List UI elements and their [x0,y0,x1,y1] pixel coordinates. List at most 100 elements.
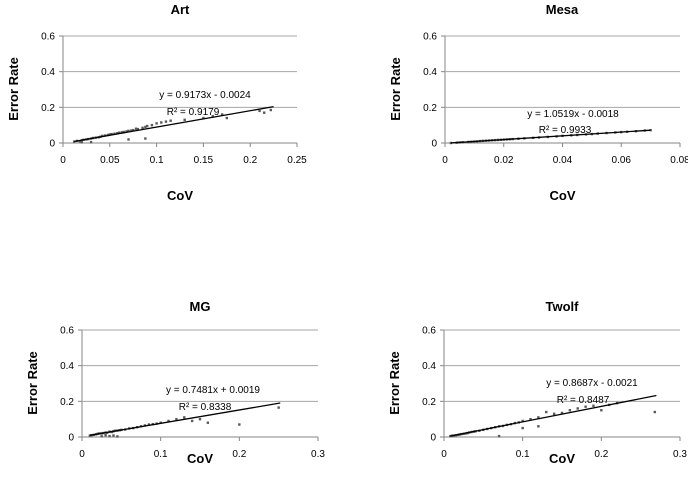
x-tick-label: 0.06 [612,155,632,166]
data-point [521,426,524,430]
data-point [206,421,210,424]
data-point [568,409,572,412]
data-point [130,129,133,132]
data-point [116,131,119,135]
data-point [132,128,135,132]
trendline [89,402,281,436]
chart-panel-mesa: 0 0.2 0.4 0.6 0 0.02 0.04 0.06 0.08 Mesa CoV Error … [388,2,688,203]
data-point [146,124,149,128]
data-point [238,423,241,426]
x-tick-label: 0.08 [670,155,688,166]
data-point [576,407,579,410]
trendline-equation: y = 1.0519x - 0.0018 [527,109,619,120]
data-point [113,132,116,135]
data-point [449,141,453,145]
y-tick-label: 0.6 [422,326,436,337]
y-axis-label: Error Rate [388,57,403,121]
x-tick-label: 0 [441,449,447,460]
y-tick-label: 0 [68,433,74,444]
data-point [147,423,151,426]
trendline [450,394,657,437]
data-point [108,133,111,136]
chart-title: MG [190,299,211,314]
trendline [450,129,651,144]
x-tick-label: 0.04 [553,155,573,166]
data-point [211,115,214,118]
r-squared-label: R² = 0.8338 [179,402,232,413]
data-point [104,434,107,437]
trendline [74,105,274,143]
data-point [225,116,228,120]
x-tick-label: 0.1 [154,449,168,460]
data-point [190,419,194,423]
data-point [183,118,186,122]
data-point [552,412,556,416]
data-point [120,131,124,134]
x-tick-label: 0.2 [232,449,246,460]
chart-panel-art: 0 0.2 0.4 0.6 0 0.05 0.1 0.15 0.2 0.25 Art CoV Error… [6,2,307,203]
y-tick-label: 0.6 [60,326,74,337]
chart-title: Mesa [546,2,579,17]
data-point [134,127,138,130]
data-point [277,406,280,409]
data-point [521,419,524,423]
y-axis-label: Error Rate [25,351,40,415]
data-point [144,125,147,129]
x-axis-label: CoV [167,188,193,203]
y-tick-label: 0.4 [422,361,436,372]
data-point [592,404,595,407]
data-point [150,123,154,127]
data-point [537,425,540,428]
data-point [160,121,163,124]
y-axis-label: Error Rate [6,57,21,121]
data-point [89,140,93,144]
x-tick-label: 0.05 [100,155,120,166]
y-tick-label: 0.2 [60,397,74,408]
x-tick-label: 0 [442,155,448,166]
data-point [116,435,119,438]
y-tick-label: 0 [49,139,55,150]
y-tick-label: 0.2 [41,103,55,114]
x-axis-label: CoV [549,451,575,466]
data-point [80,141,83,144]
chart-panel-mg: 0 0.2 0.4 0.6 0 0.1 0.2 0.3 MG CoV Error Rate y = 0… [25,299,325,466]
x-axis-label: CoV [550,188,576,203]
data-point [529,417,532,421]
data-point [78,140,82,143]
data-point [136,127,140,131]
data-point [545,410,548,414]
x-tick-label: 0.3 [673,449,687,460]
data-point [175,417,178,421]
data-point [560,411,564,415]
trendline-equation: y = 0.7481x + 0.0019 [166,385,260,396]
x-tick-label: 0.02 [494,155,514,166]
data-point [110,132,113,136]
r-squared-label: R² = 0.8487 [557,395,610,406]
data-point [108,434,111,438]
y-tick-label: 0.6 [423,32,437,43]
y-tick-label: 0.2 [422,397,436,408]
data-point [183,416,186,419]
data-point [537,416,540,419]
data-point [169,119,172,122]
x-tick-label: 0.15 [194,155,214,166]
trendline-equation: y = 0.9173x - 0.0024 [159,90,251,101]
y-tick-label: 0.4 [60,361,74,372]
y-axis-label: Error Rate [387,351,402,415]
data-point [141,126,144,130]
data-point [258,109,261,113]
data-point [73,140,76,143]
x-tick-label: 0.2 [243,155,257,166]
chart-title: Twolf [546,299,580,314]
data-point [653,410,657,414]
data-point [497,434,501,438]
data-point [127,129,130,133]
data-point [198,417,202,421]
y-tick-label: 0 [430,433,436,444]
chart-panel-twolf: 0 0.2 0.4 0.6 0 0.1 0.2 0.3 Twolf CoV Error Rate y … [387,299,687,466]
y-tick-label: 0.4 [41,67,55,78]
x-tick-label: 0 [79,449,85,460]
r-squared-label: R² = 0.9933 [539,125,592,136]
data-point [112,434,115,437]
